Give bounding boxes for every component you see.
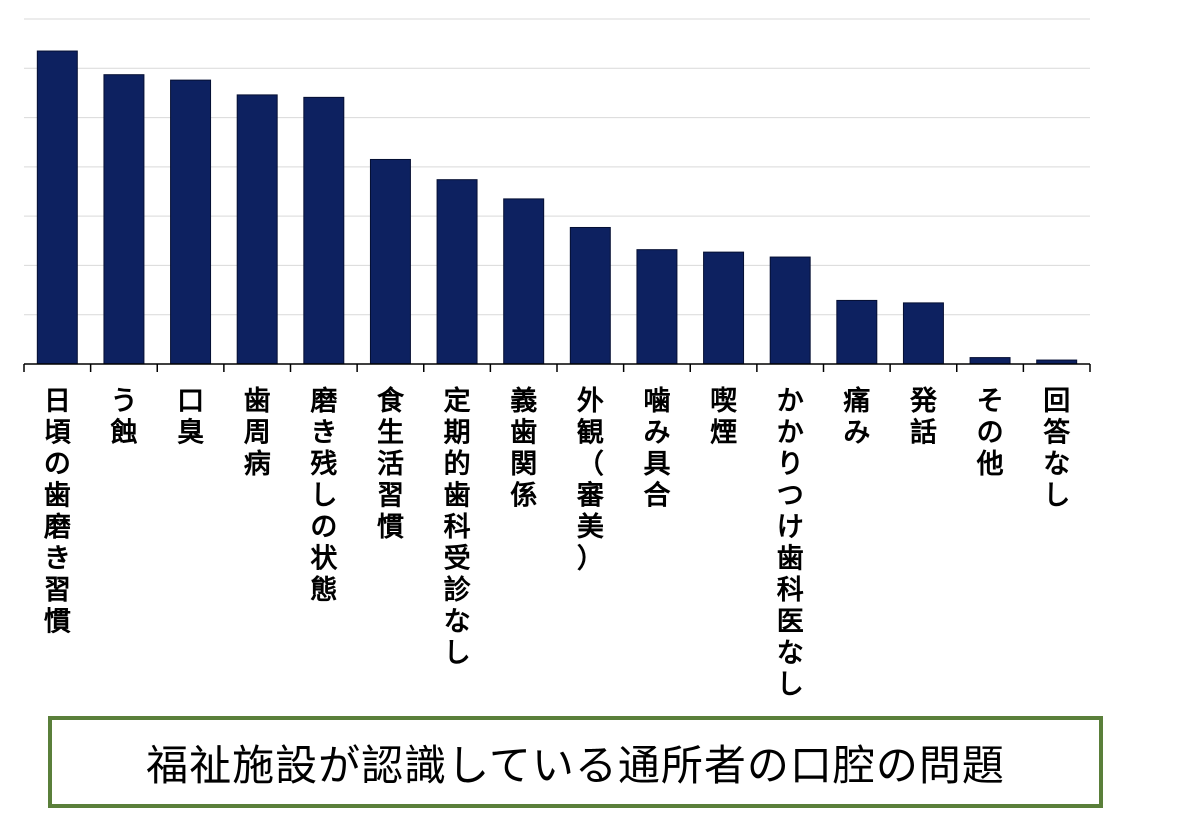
x-tick-label: 外観（審美）: [576, 386, 605, 575]
x-tick-label: かかりつけ歯科医なし: [777, 386, 804, 701]
chart-title: 福祉施設が認識している通所者の口腔の問題: [146, 740, 1005, 790]
bar: [836, 299, 878, 365]
x-tick-label: 日頃の歯磨き習慣: [44, 386, 71, 638]
bars: [36, 50, 1078, 365]
x-axis: [23, 363, 1091, 372]
x-tick-label: 回答なし: [1043, 386, 1071, 512]
x-tick-label: う蝕: [110, 386, 137, 449]
bar: [236, 94, 278, 365]
x-tick-label: 痛み: [843, 385, 870, 449]
chart-title-box: 福祉施設が認識している通所者の口腔の問題: [48, 716, 1103, 808]
bar: [103, 74, 145, 365]
bar: [436, 179, 478, 365]
bar: [636, 249, 678, 365]
x-tick-label: 歯周病: [244, 386, 271, 480]
bar: [902, 302, 944, 365]
x-tick-label: 発話: [909, 386, 938, 449]
bar: [569, 226, 611, 365]
x-tick-label: 磨き残しの状態: [310, 386, 338, 606]
x-tick-label: 食生活習慣: [377, 385, 405, 543]
x-tick-label: 義歯関係: [510, 385, 537, 512]
bar: [170, 79, 212, 365]
x-tick-label: 喫煙: [710, 386, 737, 449]
x-tick-label: 口臭: [177, 386, 204, 449]
bar: [769, 256, 811, 365]
x-tick-label: 噛み具合: [643, 386, 670, 512]
bar: [303, 96, 345, 365]
bar: [703, 251, 745, 365]
x-tick-label: 定期的歯科受診なし: [444, 385, 472, 669]
bar: [369, 158, 411, 365]
bar: [36, 50, 78, 365]
bar: [503, 198, 545, 365]
bar: [969, 357, 1011, 365]
x-tick-label: その他: [976, 386, 1004, 480]
